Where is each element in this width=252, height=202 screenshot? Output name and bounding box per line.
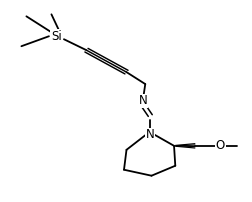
Text: Si: Si: [51, 30, 61, 43]
Text: N: N: [145, 128, 154, 141]
Text: O: O: [215, 139, 224, 152]
Text: N: N: [138, 95, 147, 107]
